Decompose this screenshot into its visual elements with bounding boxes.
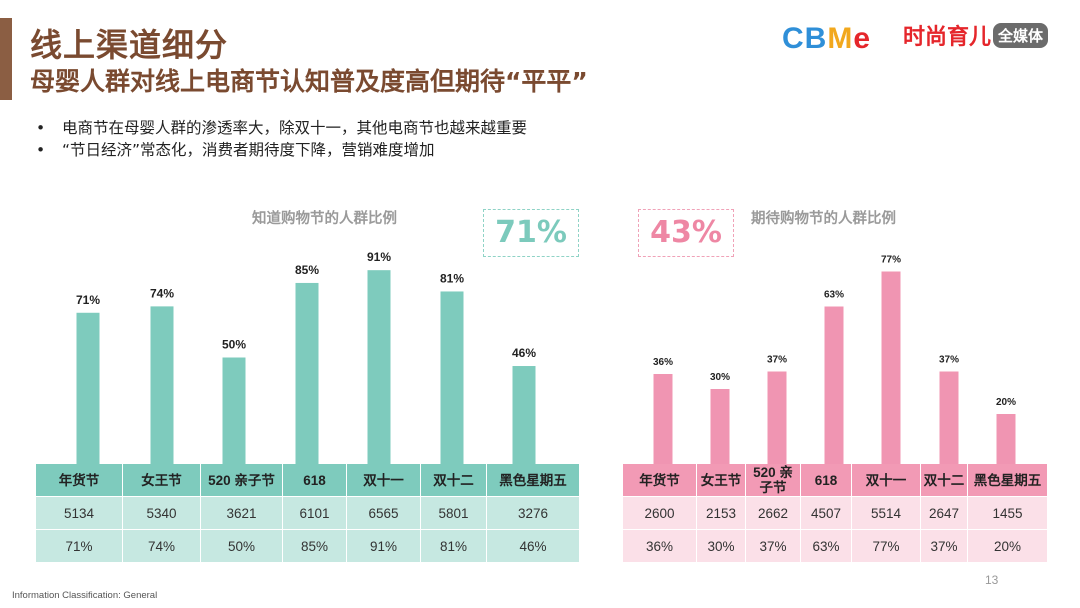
right-chart-title: 期待购物节的人群比例	[751, 211, 896, 227]
table-percent-cell: 81%	[421, 530, 487, 563]
bullet-list: • 电商节在母婴人群的渗透率大，除双十一，其他电商节也越来越重要 • “节日经济”常…	[36, 117, 527, 161]
table-header-cell: 双十一	[347, 464, 421, 497]
table-count-cell: 6101	[283, 497, 347, 530]
bar-data-label: 85%	[295, 263, 319, 277]
left-data-table: 年货节 女王节 520 亲子节 618 双十一 双十二 黑色星期五 5134 5340 3621 6…	[36, 464, 579, 563]
bar-data-label: 36%	[653, 357, 673, 368]
table-header-cell: 双十二	[921, 464, 968, 497]
cbme-letter: M	[827, 22, 854, 55]
table-percent-cell: 91%	[347, 530, 421, 563]
cbme-logo: CBMe	[782, 22, 871, 56]
bar-data-label: 50%	[222, 338, 246, 352]
table-header-cell: 黑色星期五	[968, 464, 1047, 497]
table-percent-cell: 36%	[623, 530, 697, 563]
table-header-cell: 黑色星期五	[487, 464, 579, 497]
bar-expect-4	[881, 271, 901, 464]
table-header-cell: 双十二	[421, 464, 487, 497]
bar-known-1	[150, 306, 174, 464]
table-count-cell: 6565	[347, 497, 421, 530]
table-count-cell: 2662	[746, 497, 801, 530]
bar-data-label: 46%	[512, 346, 536, 360]
bar-data-label: 37%	[939, 355, 959, 366]
table-count-cell: 2647	[921, 497, 968, 530]
table-count-cell: 2600	[623, 497, 697, 530]
table-count-cell: 5134	[36, 497, 123, 530]
title-accent-bar	[0, 18, 12, 100]
bar-known-0	[76, 312, 100, 464]
bullet-text: “节日经济”常态化，消费者期待度下降，营销难度增加	[62, 141, 435, 159]
expect-average-callout: 43%	[638, 209, 734, 257]
table-count-cell: 2153	[697, 497, 746, 530]
cbme-letter: B	[804, 22, 828, 55]
table-header-cell: 618	[283, 464, 347, 497]
table-percent-cell: 85%	[283, 530, 347, 563]
table-percent-cell: 46%	[487, 530, 579, 563]
fashion-logo-main: 时尚育儿	[903, 25, 992, 50]
table-count-cell: 5801	[421, 497, 487, 530]
table-header-cell: 双十一	[852, 464, 921, 497]
fashion-parenting-logo: 时尚育儿 全媒体	[903, 22, 1049, 50]
bar-data-label: 91%	[367, 250, 391, 264]
table-count-cell: 3621	[201, 497, 283, 530]
table-count-cell: 4507	[801, 497, 852, 530]
table-header-cell: 520 亲子节	[201, 464, 283, 497]
bullet-item: • “节日经济”常态化，消费者期待度下降，营销难度增加	[36, 141, 435, 159]
bar-data-label: 74%	[150, 286, 174, 300]
bar-expect-6	[996, 414, 1016, 464]
table-count-cell: 1455	[968, 497, 1047, 530]
table-count-cell: 5514	[852, 497, 921, 530]
bar-data-label: 30%	[710, 372, 730, 383]
left-chart-title: 知道购物节的人群比例	[252, 211, 397, 227]
table-count-cell: 5340	[123, 497, 201, 530]
table-percent-cell: 20%	[968, 530, 1047, 563]
bar-data-label: 77%	[881, 255, 901, 266]
table-percent-cell: 71%	[36, 530, 123, 563]
bullet-text: 电商节在母婴人群的渗透率大，除双十一，其他电商节也越来越重要	[62, 119, 528, 137]
page-number: 13	[985, 573, 999, 587]
right-data-table: 年货节 女王节 520 亲子节 618 双十一 双十二 黑色星期五 2600 2153 2662 4…	[623, 464, 1047, 563]
table-percent-cell: 63%	[801, 530, 852, 563]
bar-expect-2	[767, 371, 787, 464]
table-header-cell: 女王节	[697, 464, 746, 497]
table-header-cell: 520 亲子节	[746, 464, 801, 497]
bar-known-5	[440, 291, 464, 464]
bar-expect-1	[710, 389, 730, 464]
bar-known-2	[222, 357, 246, 464]
bullet-item: • 电商节在母婴人群的渗透率大，除双十一，其他电商节也越来越重要	[36, 119, 528, 137]
page-subtitle: 母婴人群对线上电商节认知普及度高但期待“平平”	[30, 67, 588, 96]
cbme-letter: C	[782, 22, 805, 55]
bar-data-label: 63%	[824, 290, 844, 301]
bar-expect-5	[939, 371, 959, 464]
table-percent-cell: 77%	[852, 530, 921, 563]
bar-expect-0	[653, 374, 673, 464]
bar-data-label: 71%	[76, 293, 100, 307]
bar-known-6	[512, 366, 536, 464]
table-count-cell: 3276	[487, 497, 579, 530]
bar-data-label: 20%	[996, 397, 1016, 408]
fashion-logo-tag: 全媒体	[993, 22, 1049, 48]
info-classification: Information Classification: General	[12, 590, 158, 601]
table-header-cell: 年货节	[623, 464, 697, 497]
bar-known-3	[295, 282, 319, 464]
table-percent-cell: 50%	[201, 530, 283, 563]
table-header-cell: 618	[801, 464, 852, 497]
table-percent-cell: 30%	[697, 530, 746, 563]
table-percent-cell: 37%	[921, 530, 968, 563]
bar-data-label: 37%	[767, 355, 787, 366]
table-header-cell: 年货节	[36, 464, 123, 497]
table-header-cell: 女王节	[123, 464, 201, 497]
bar-known-4	[367, 270, 391, 464]
cbme-letter: e	[853, 22, 872, 55]
page-title: 线上渠道细分	[30, 26, 229, 64]
table-percent-cell: 74%	[123, 530, 201, 563]
table-percent-cell: 37%	[746, 530, 801, 563]
bar-expect-3	[824, 306, 844, 464]
known-average-callout: 71%	[483, 209, 579, 257]
bar-data-label: 81%	[440, 271, 464, 285]
